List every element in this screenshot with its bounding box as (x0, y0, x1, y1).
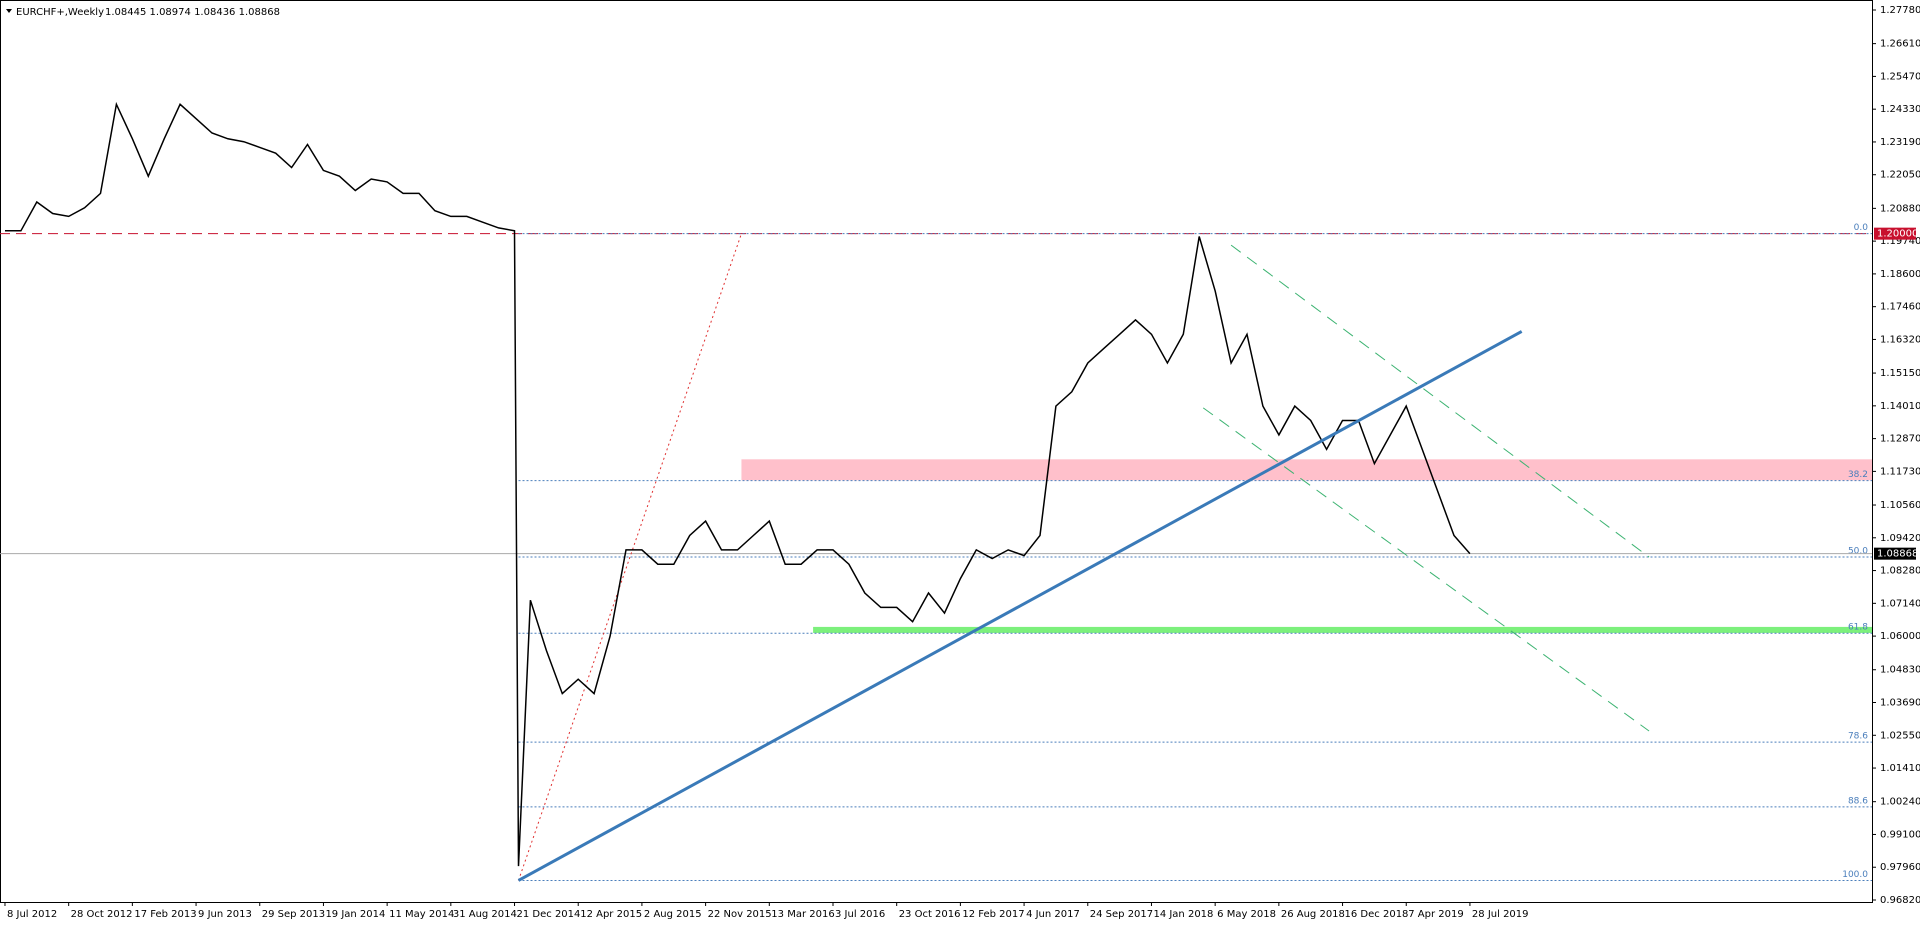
price-box (1874, 227, 1916, 240)
y-tick-label: 1.15150 (1880, 368, 1920, 379)
fib-label: 38.2 (1848, 470, 1868, 480)
x-tick-label: 19 Jan 2014 (325, 909, 385, 920)
price-box (1874, 547, 1916, 560)
x-tick-label: 24 Sep 2017 (1090, 909, 1153, 920)
x-tick-label: 14 Jan 2018 (1153, 909, 1213, 920)
y-tick-label: 1.01410 (1880, 763, 1920, 774)
y-tick-label: 1.24330 (1880, 104, 1920, 115)
y-tick-label: 1.16320 (1880, 334, 1920, 345)
fib-label: 0.0 (1854, 223, 1869, 233)
y-tick-label: 1.23190 (1880, 137, 1920, 148)
y-tick-label: 1.26610 (1880, 39, 1920, 50)
fib-label: 78.6 (1848, 732, 1868, 742)
y-tick-label: 1.00240 (1880, 797, 1920, 808)
fib-label: 88.6 (1848, 796, 1868, 806)
x-tick-label: 21 Dec 2014 (517, 909, 581, 920)
y-tick-label: 1.09420 (1880, 533, 1920, 544)
menu-arrow[interactable] (6, 9, 12, 13)
y-tick-label: 1.02550 (1880, 730, 1920, 741)
x-tick-label: 26 Aug 2018 (1281, 909, 1345, 920)
x-tick-label: 16 Dec 2018 (1345, 909, 1409, 920)
y-tick-label: 0.99100 (1880, 829, 1920, 840)
plot-frame (0, 0, 1873, 903)
y-tick-label: 1.17460 (1880, 302, 1920, 313)
zone (741, 459, 1872, 481)
x-tick-label: 23 Oct 2016 (899, 909, 961, 920)
x-tick-label: 28 Jul 2019 (1472, 909, 1529, 920)
x-tick-label: 9 Jun 2013 (198, 909, 252, 920)
y-tick-label: 1.25470 (1880, 71, 1920, 82)
y-tick-label: 1.03690 (1880, 698, 1920, 709)
y-tick-label: 0.97960 (1880, 862, 1920, 873)
x-tick-label: 11 May 2014 (389, 909, 454, 920)
x-tick-label: 22 Nov 2015 (708, 909, 772, 920)
zone (813, 626, 1873, 633)
y-tick-label: 1.27780 (1880, 5, 1920, 16)
x-tick-label: 3 Jul 2016 (835, 909, 885, 920)
y-tick-label: 1.14010 (1880, 401, 1920, 412)
y-tick-label: 1.11730 (1880, 466, 1920, 477)
x-tick-label: 6 May 2018 (1217, 909, 1276, 920)
fib-label: 61.8 (1848, 623, 1868, 633)
fib-label: 50.0 (1848, 547, 1868, 557)
price-line (5, 101, 1471, 867)
x-tick-label: 7 Apr 2019 (1408, 909, 1463, 920)
y-tick-label: 1.19740 (1880, 236, 1920, 247)
y-tick-label: 0.96820 (1880, 895, 1920, 906)
x-tick-label: 8 Jul 2012 (7, 909, 57, 920)
y-tick-label: 1.07140 (1880, 598, 1920, 609)
y-tick-label: 1.06000 (1880, 631, 1920, 642)
x-tick-label: 28 Oct 2012 (71, 909, 133, 920)
y-tick-label: 1.04830 (1880, 665, 1920, 676)
price-box-label: 1.08868 (1877, 549, 1918, 560)
chart-title: EURCHF+,Weekly (16, 7, 104, 18)
y-tick-label: 1.12870 (1880, 434, 1920, 445)
x-tick-label: 12 Apr 2015 (580, 909, 642, 920)
channel-line (1202, 407, 1650, 732)
ohlc-label: 1.08445 1.08974 1.08436 1.08868 (105, 7, 280, 18)
fib-label: 100.0 (1842, 870, 1868, 880)
x-tick-label: 29 Sep 2013 (262, 909, 325, 920)
y-tick-label: 1.08280 (1880, 566, 1920, 577)
y-tick-label: 1.10560 (1880, 500, 1920, 511)
trendline (517, 330, 1523, 882)
channel-line (1230, 244, 1650, 558)
x-tick-label: 2 Aug 2015 (644, 909, 702, 920)
y-tick-label: 1.18600 (1880, 269, 1920, 280)
x-tick-label: 4 Jun 2017 (1026, 909, 1080, 920)
x-tick-label: 31 Aug 2014 (453, 909, 517, 920)
x-tick-label: 17 Feb 2013 (134, 909, 196, 920)
x-tick-label: 13 Mar 2016 (771, 909, 834, 920)
y-tick-label: 1.22050 (1880, 170, 1920, 181)
price-box-label: 1.20000 (1877, 229, 1918, 240)
retracement-line (518, 233, 742, 881)
x-tick-label: 12 Feb 2017 (962, 909, 1024, 920)
y-tick-label: 1.20880 (1880, 203, 1920, 214)
